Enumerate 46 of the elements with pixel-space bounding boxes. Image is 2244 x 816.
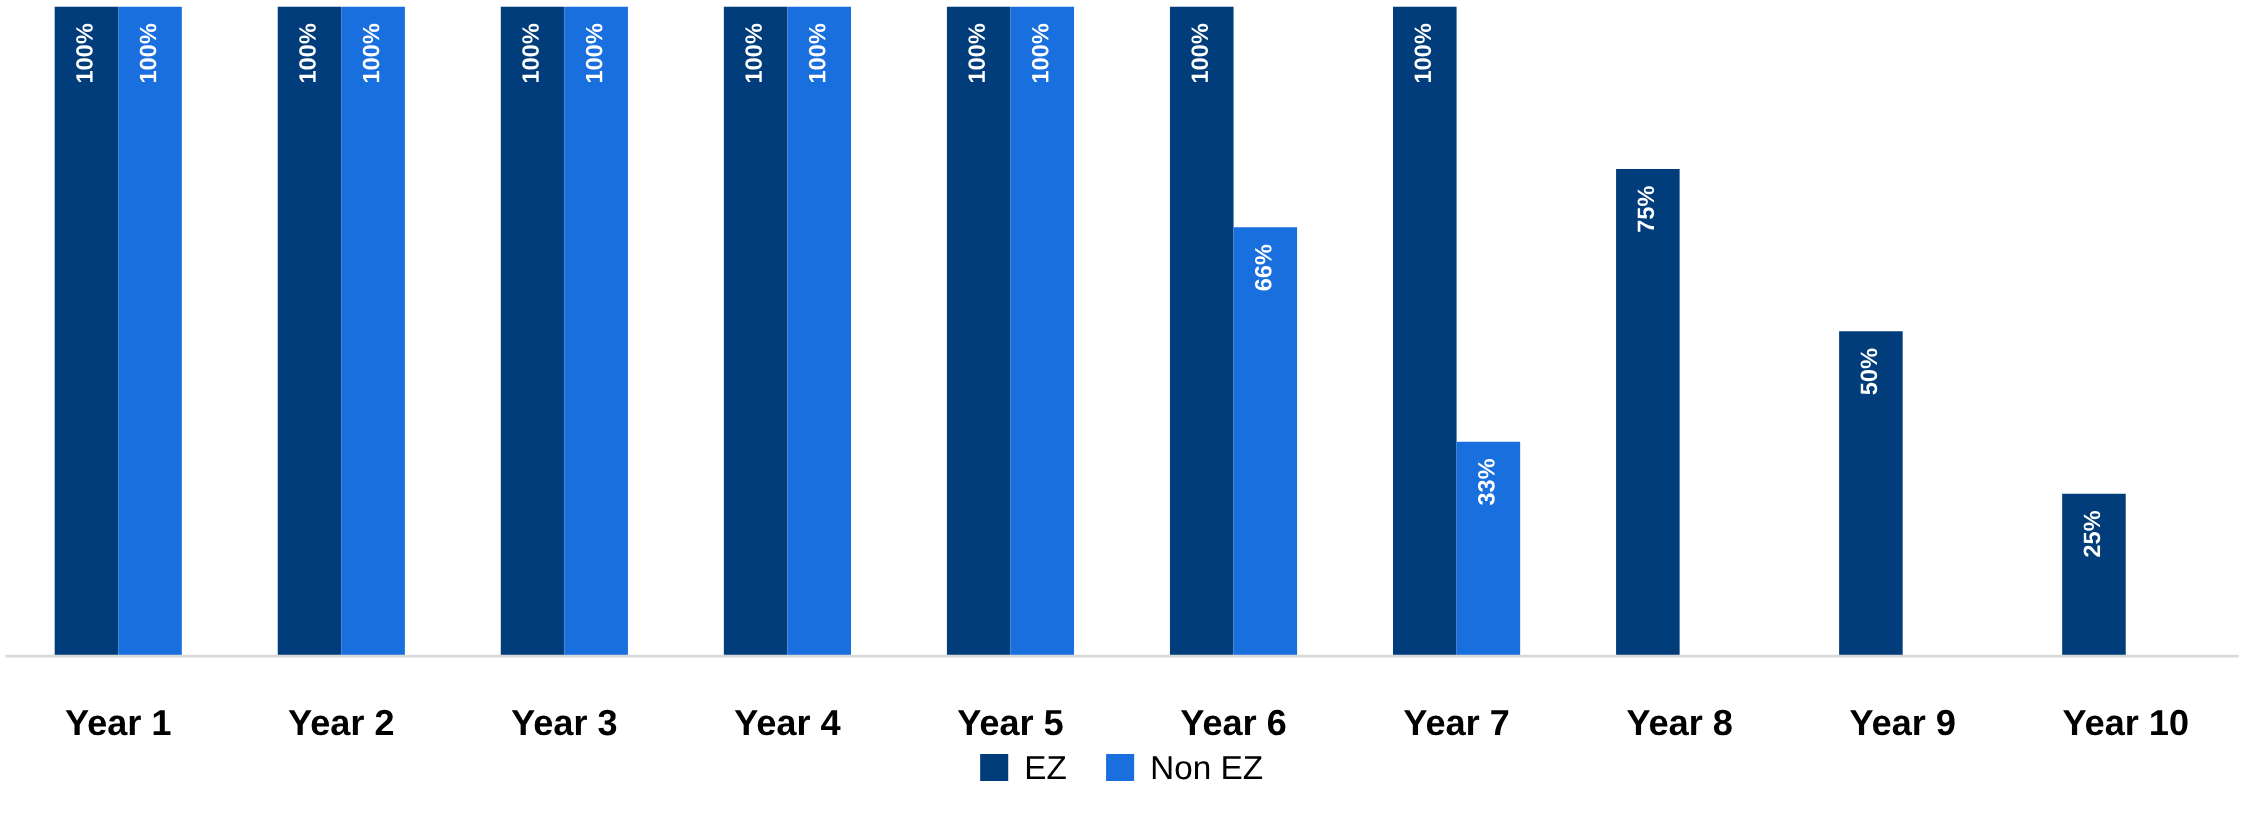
bar: [564, 6, 628, 657]
data-label: 100%: [1191, 23, 1209, 83]
data-label: 66%: [1254, 244, 1272, 291]
bar: [946, 6, 1011, 657]
bar: [1456, 441, 1521, 657]
bar: [723, 6, 788, 657]
legend-label: EZ: [1026, 756, 1066, 780]
data-label: 100%: [745, 23, 762, 83]
bar: [54, 6, 119, 657]
data-label: 100%: [1414, 23, 1432, 83]
bar: [341, 6, 405, 657]
x-tick-label: Year 6: [1180, 709, 1286, 736]
x-tick-label: Year 9: [1850, 709, 1955, 736]
bar: [118, 6, 182, 657]
data-label: 75%: [1637, 186, 1655, 232]
bar: [500, 6, 565, 657]
x-tick-label: Year 1: [65, 710, 171, 736]
data-label: 100%: [76, 23, 93, 83]
data-label: 100%: [808, 23, 826, 83]
data-label: 100%: [968, 23, 986, 83]
bar: [1233, 227, 1298, 657]
bar: [1616, 168, 1680, 657]
x-tick-label: Year 3: [511, 709, 617, 736]
x-tick-label: Year 10: [2063, 709, 2188, 736]
x-tick-label: Year 8: [1627, 709, 1732, 736]
data-label: 100%: [362, 23, 380, 83]
bar: [1010, 6, 1075, 657]
data-label: 25%: [2083, 510, 2101, 557]
data-label: 100%: [299, 23, 316, 83]
bar: [1169, 6, 1234, 657]
data-label: 33%: [1477, 459, 1495, 506]
bar: [787, 6, 851, 657]
data-label: 100%: [522, 23, 539, 83]
data-label: 50%: [1860, 348, 1878, 395]
bar: [1393, 6, 1457, 657]
x-tick-label: Year 5: [957, 710, 1063, 736]
bar: [2062, 493, 2126, 657]
bar: [1839, 331, 1903, 657]
bar: [277, 6, 342, 657]
data-label: 100%: [139, 23, 157, 83]
x-tick-label: Year 7: [1403, 710, 1509, 736]
legend-label: Non EZ: [1152, 756, 1263, 780]
x-tick-label: Year 4: [734, 710, 841, 736]
data-label: 100%: [1031, 23, 1049, 83]
data-label: 100%: [585, 23, 603, 83]
x-tick-label: Year 2: [288, 709, 394, 736]
